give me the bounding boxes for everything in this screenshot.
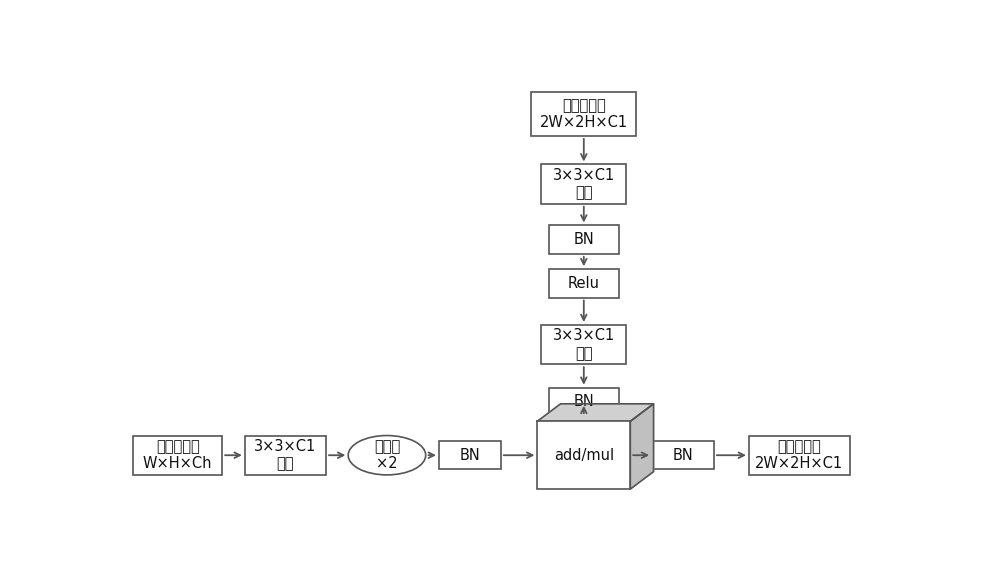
FancyBboxPatch shape (245, 436, 326, 475)
Text: 浅层特征图
2W×2H×C1: 浅层特征图 2W×2H×C1 (540, 98, 628, 130)
Text: BN: BN (573, 394, 594, 410)
FancyBboxPatch shape (652, 441, 714, 469)
FancyBboxPatch shape (549, 225, 619, 254)
Text: 深层特征图
W×H×Ch: 深层特征图 W×H×Ch (143, 439, 212, 471)
Polygon shape (537, 404, 654, 421)
Text: 3×3×C1
卷积: 3×3×C1 卷积 (553, 168, 615, 201)
Ellipse shape (348, 436, 426, 475)
Text: Relu: Relu (568, 276, 600, 291)
FancyBboxPatch shape (133, 436, 222, 475)
FancyBboxPatch shape (749, 436, 850, 475)
FancyBboxPatch shape (537, 421, 630, 489)
FancyBboxPatch shape (541, 325, 626, 364)
FancyBboxPatch shape (549, 269, 619, 298)
Text: 3×3×C1
卷积: 3×3×C1 卷积 (553, 328, 615, 361)
Text: BN: BN (673, 448, 693, 463)
FancyBboxPatch shape (531, 92, 636, 136)
Text: BN: BN (573, 232, 594, 247)
Text: 输出特征图
2W×2H×C1: 输出特征图 2W×2H×C1 (755, 439, 843, 471)
Text: 反卷积
×2: 反卷积 ×2 (374, 439, 400, 471)
Text: add/mul: add/mul (554, 448, 614, 463)
Text: 3×3×C1
卷积: 3×3×C1 卷积 (254, 439, 317, 471)
FancyBboxPatch shape (549, 387, 619, 416)
FancyBboxPatch shape (439, 441, 501, 469)
Text: BN: BN (460, 448, 480, 463)
FancyBboxPatch shape (541, 164, 626, 204)
Polygon shape (630, 404, 654, 489)
